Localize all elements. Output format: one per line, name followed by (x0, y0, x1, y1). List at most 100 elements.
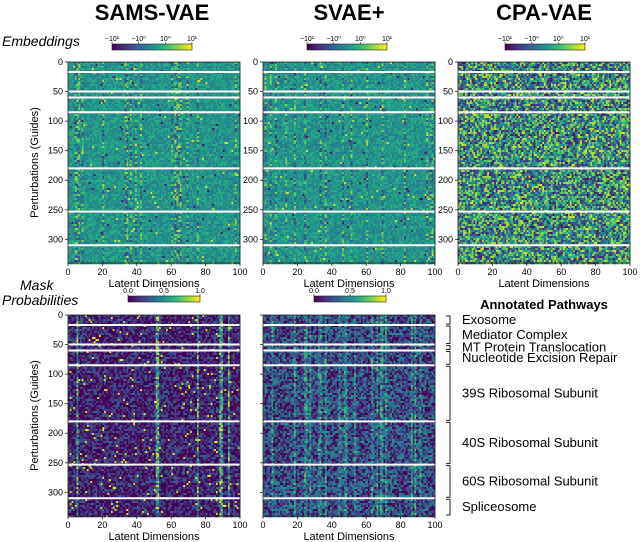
y-tick-label: 250 (48, 458, 63, 468)
y-tick-label: 50 (53, 87, 63, 97)
x-axis-label: Latent Dimensions (498, 278, 590, 290)
y-axis-label: Perturbations (Guides) (29, 360, 41, 471)
x-tick-label: 60 (361, 267, 371, 277)
x-tick-label: 20 (97, 267, 107, 277)
pathway-bracket (446, 366, 450, 420)
colorbar-tick-label: 10⁰ (355, 35, 366, 43)
x-tick-label: 0 (260, 267, 265, 277)
y-tick-label: 100 (438, 116, 453, 126)
x-axis-label: Latent Dimensions (303, 531, 395, 542)
colorbar-tick-label: −10¹ (105, 36, 120, 43)
x-tick-label: 40 (132, 267, 142, 277)
colorbar-tick-label: 10¹ (382, 36, 393, 43)
x-tick-label: 0 (65, 267, 70, 277)
colorbar-tick-label: 10¹ (187, 36, 198, 43)
pathway-bracket (446, 351, 450, 364)
colorbar-tick-label: 1.0 (195, 288, 205, 295)
pathway-label: 60S Ribosomal Subunit (462, 473, 598, 488)
x-tick-label: 80 (591, 267, 601, 277)
y-tick-label: 300 (243, 234, 258, 244)
title-cpa-vae: CPA-VAE (496, 0, 592, 25)
y-tick-label: 50 (443, 87, 453, 97)
y-tick-label: 150 (243, 146, 258, 156)
pathway-bracket (446, 422, 450, 463)
x-tick-label: 0 (260, 520, 265, 530)
colorbar-tick-label: −10⁰ (524, 35, 539, 43)
y-tick-label: 200 (243, 175, 258, 185)
x-tick-label: 80 (201, 267, 211, 277)
colorbar-mask-3: 0.0 0.5 1.0 (123, 288, 205, 302)
x-tick-label: 80 (396, 267, 406, 277)
x-tick-label: 40 (327, 520, 337, 530)
y-tick-label: 50 (248, 87, 258, 97)
colorbar-tick-label: −10¹ (498, 36, 513, 43)
pathway-bracket (446, 466, 450, 498)
colorbar-tick-label: 10¹ (580, 36, 591, 43)
x-tick-label: 60 (166, 520, 176, 530)
colorbar-tick-label: −10⁰ (131, 35, 146, 43)
colorbar-emb-2: −10¹ −10⁰ 10⁰ 10¹ (498, 35, 591, 50)
y-tick-label: 250 (243, 205, 258, 215)
colorbar-tick-label: 10⁰ (553, 35, 564, 43)
figure: SAMS-VAE SVAE+ CPA-VAE Embeddings Mask P… (0, 0, 640, 542)
y-tick-label: 300 (48, 234, 63, 244)
y-tick-label: 200 (438, 175, 453, 185)
colorbar-tick-label: 10⁰ (160, 35, 171, 43)
x-tick-label: 60 (556, 267, 566, 277)
colorbar-tick-label: 0.5 (159, 288, 169, 295)
x-axis-label: Latent Dimensions (108, 531, 200, 542)
x-tick-label: 100 (427, 520, 442, 530)
pathway-bracket (446, 499, 450, 515)
colorbar-emb-1: −10¹ −10⁰ 10⁰ 10¹ (300, 35, 393, 50)
y-tick-label: 0 (253, 57, 258, 67)
y-tick-label: 0 (58, 310, 63, 320)
y-tick-label: 50 (53, 340, 63, 350)
x-tick-label: 20 (292, 520, 302, 530)
x-tick-label: 100 (232, 520, 247, 530)
colorbar-tick-label: 0.5 (345, 288, 355, 295)
x-tick-label: 0 (455, 267, 460, 277)
y-tick-label: 150 (438, 146, 453, 156)
colorbar-tick-label: 0.0 (309, 288, 319, 295)
x-tick-label: 100 (232, 267, 247, 277)
y-tick-label: 100 (48, 369, 63, 379)
colorbar-emb-0: −10¹ −10⁰ 10⁰ 10¹ (105, 35, 198, 50)
x-tick-label: 20 (487, 267, 497, 277)
x-tick-label: 60 (361, 520, 371, 530)
x-tick-label: 20 (97, 520, 107, 530)
y-tick-label: 300 (438, 234, 453, 244)
heatmap-emb-2: 0 20 40 60 80 100 Latent Dimensions 0 50 100 150 20… (438, 57, 638, 290)
x-tick-label: 100 (622, 267, 637, 277)
title-sams-vae: SAMS-VAE (95, 0, 210, 25)
pathway-bracket (446, 326, 450, 344)
pathway-label: Nucleotide Excision Repair (462, 350, 618, 365)
y-tick-label: 0 (58, 57, 63, 67)
y-tick-label: 100 (48, 116, 63, 126)
colorbar-mask-4: 0.0 0.5 1.0 (309, 288, 391, 302)
colorbar-tick-label: −10⁰ (326, 35, 341, 43)
pathway-label: 39S Ribosomal Subunit (462, 385, 598, 400)
x-tick-label: 40 (132, 520, 142, 530)
y-tick-label: 150 (48, 146, 63, 156)
x-tick-label: 0 (65, 520, 70, 530)
y-axis-label: Perturbations (Guides) (29, 107, 41, 218)
y-tick-label: 0 (448, 57, 453, 67)
y-tick-label: 150 (48, 399, 63, 409)
x-tick-label: 80 (201, 520, 211, 530)
y-tick-label: 200 (48, 428, 63, 438)
mask-label-line1: Mask (20, 277, 54, 293)
x-tick-label: 40 (522, 267, 532, 277)
pathway-bracket (446, 346, 450, 350)
x-tick-label: 100 (427, 267, 442, 277)
mask-label-line2: Probabilities (2, 292, 78, 308)
y-tick-label: 200 (48, 175, 63, 185)
title-svae-plus: SVAE+ (313, 0, 384, 25)
x-tick-label: 40 (327, 267, 337, 277)
colorbar-tick-label: 1.0 (381, 288, 391, 295)
y-tick-label: 300 (48, 487, 63, 497)
pathway-label: Spliceosome (462, 499, 536, 514)
